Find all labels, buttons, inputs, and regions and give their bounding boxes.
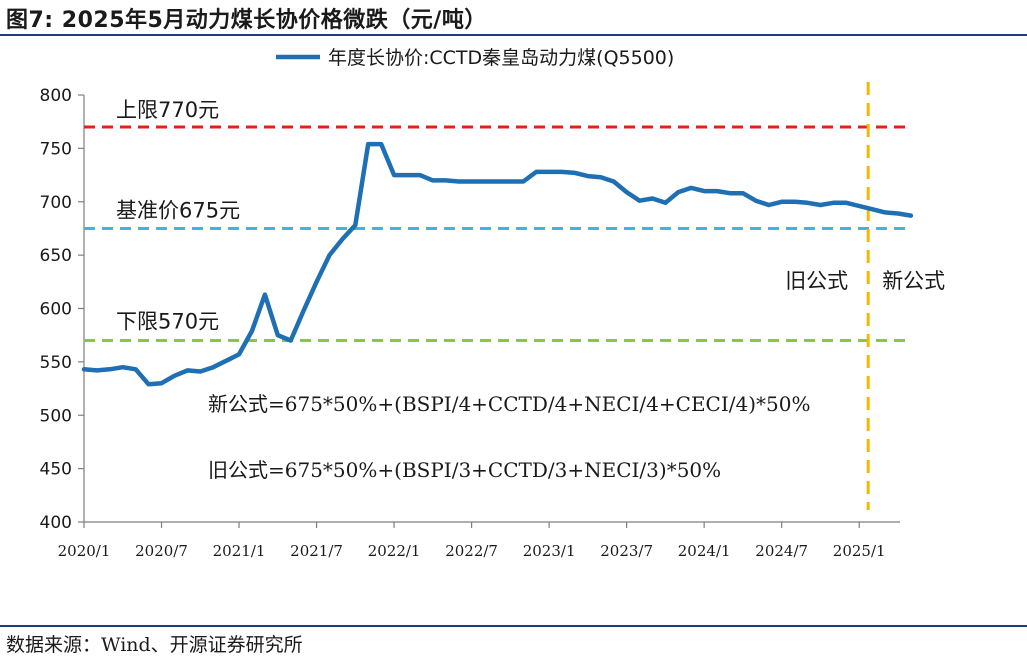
series-layer [81,141,914,387]
old-formula-annotation: 旧公式=675*50%+(BSPI/3+CCTD/3+NECI/3)*50% [208,458,721,482]
bottom-rule [0,625,1027,627]
x-tick-label: 2022/7 [445,542,498,560]
x-tick-label: 2024/1 [678,542,731,560]
x-tick-label: 2020/1 [58,542,111,560]
x-tick-label: 2022/1 [368,542,421,560]
legend-label: 年度长协价:CCTD秦皇岛动力煤(Q5500) [328,47,674,69]
source-note: 数据来源：Wind、开源证券研究所 [6,634,303,656]
x-tick-label: 2024/7 [755,542,808,560]
series-line [81,141,914,387]
old-formula-region-label: 旧公式 [785,269,848,293]
chart-title: 图7: 2025年5月动力煤长协价格微跌（元/吨） [6,8,487,33]
x-tick-label: 2021/1 [213,542,266,560]
x-tick-label: 2023/1 [523,542,576,560]
y-tick-label: 400 [40,513,72,533]
reference-line-label: 基准价675元 [116,198,240,222]
y-tick-label: 800 [40,86,72,106]
chart-labels: 旧公式 新公式 年度长协价:CCTD秦皇岛动力煤(Q5500) 新公式=675*50%… [208,47,945,482]
reference-line-label: 下限570元 [116,310,219,334]
reference-line-label: 上限770元 [116,98,219,122]
x-tick-label: 2023/7 [600,542,653,560]
top-rule [0,34,1027,36]
axes: 400 450 500 550 600 650 700 750 800 2020/1 2020/7 2… [40,86,900,560]
y-tick-label: 500 [40,406,72,426]
new-formula-annotation: 新公式=675*50%+(BSPI/4+CCTD/4+NECI/4+CECI/4… [208,392,810,416]
new-formula-region-label: 新公式 [882,269,945,293]
y-tick-label: 550 [40,353,72,373]
x-tick-label: 2025/1 [833,542,886,560]
y-tick-label: 650 [40,246,72,266]
y-tick-label: 450 [40,460,72,480]
y-tick-label: 700 [40,193,72,213]
x-tick-label: 2021/7 [290,542,343,560]
y-tick-label: 600 [40,300,72,320]
y-tick-label: 750 [40,139,72,159]
x-tick-label: 2020/7 [135,542,188,560]
